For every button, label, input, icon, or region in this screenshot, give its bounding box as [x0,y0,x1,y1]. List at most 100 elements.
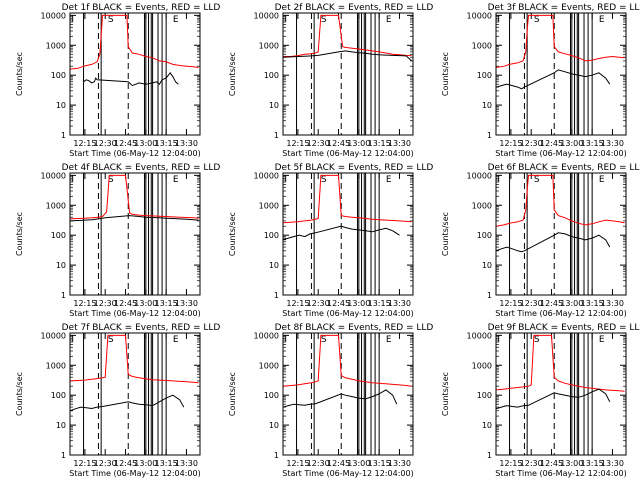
series-lld-line [283,174,412,224]
event-marker-label: I [71,175,74,185]
x-tick-label: 13:00 [560,139,583,148]
series-lld-line [283,334,412,387]
y-tick-label: 10 [56,261,66,270]
chart-title: Det 2f BLACK = Events, RED = LLD [275,3,434,13]
y-tick-label: 10000 [467,11,492,20]
series-events-line [496,69,611,90]
series-events-line [70,394,185,412]
x-tick-label: 12:45 [327,139,350,148]
y-tick-label: 1 [274,291,279,300]
event-marker-label: I [284,175,287,185]
x-tick-label: 12:15 [499,459,522,468]
x-tick-label: 12:45 [114,299,137,308]
y-tick-label: 10000 [254,11,279,20]
x-axis-label: Start Time (06-May-12 12:04:00) [69,469,200,478]
x-tick-label: 13:00 [134,139,157,148]
x-tick-label: 12:45 [327,459,350,468]
y-tick-label: 10000 [467,171,492,180]
plot-frame [495,172,627,296]
event-marker-label: I [71,15,74,25]
x-tick-label: 12:15 [73,299,96,308]
y-tick-label: 10 [482,261,492,270]
x-tick-label: 12:30 [94,299,117,308]
event-marker-label: E [386,175,392,185]
x-tick-label: 12:15 [73,139,96,148]
y-tick-label: 1000 [259,361,279,370]
series-lld-line [496,14,625,68]
series-events-line [83,71,179,87]
x-tick-label: 12:30 [520,299,543,308]
x-tick-label: 12:15 [286,299,309,308]
x-tick-label: 12:45 [540,139,563,148]
y-tick-label: 1000 [472,361,492,370]
plot-frame [69,12,201,136]
event-marker-label: E [599,175,605,185]
chart-panel-1: Det 1f BLACK = Events, RED = LLD Counts/s… [15,3,220,158]
x-tick-label: 13:00 [134,299,157,308]
event-marker-label: E [173,15,179,25]
y-tick-label: 1 [61,131,66,140]
x-tick-label: 12:45 [114,139,137,148]
chart-panel-5: Det 5f BLACK = Events, RED = LLD Counts/s… [228,163,433,318]
y-tick-label: 100 [477,71,492,80]
x-tick-label: 13:15 [581,299,604,308]
chart-panel-9: Det 9f BLACK = Events, RED = LLD Counts/s… [441,323,640,478]
event-marker-label: E [599,335,605,345]
x-tick-label: 13:30 [388,299,411,308]
y-tick-label: 1 [487,451,492,460]
x-tick-label: 13:00 [560,299,583,308]
chart-panel-4: Det 4f BLACK = Events, RED = LLD Counts/s… [15,163,220,318]
event-marker-label: I [71,335,74,345]
x-tick-label: 12:15 [73,459,96,468]
event-marker-label: S [108,15,114,25]
y-tick-label: 1000 [472,201,492,210]
chart-title: Det 7f BLACK = Events, RED = LLD [62,323,221,333]
x-tick-label: 13:15 [581,139,604,148]
y-axis-label: Counts/sec [15,52,24,96]
x-tick-label: 12:15 [499,299,522,308]
event-marker-label: E [386,335,392,345]
x-tick-label: 12:45 [114,459,137,468]
series-events-line [283,50,412,62]
x-tick-label: 13:30 [175,459,198,468]
series-lld-line [496,334,625,392]
series-events-line [496,232,611,253]
x-tick-label: 13:15 [368,459,391,468]
event-marker-label: S [321,175,327,185]
y-tick-label: 10 [269,101,279,110]
x-tick-label: 13:00 [134,459,157,468]
event-marker-label: E [173,335,179,345]
series-events-line [283,389,398,408]
series-lld-line [496,174,625,227]
y-tick-label: 1000 [472,41,492,50]
x-tick-label: 13:00 [560,459,583,468]
y-tick-label: 10000 [41,11,66,20]
plot-frame [495,332,627,456]
x-tick-label: 13:30 [601,459,624,468]
y-tick-label: 10000 [254,171,279,180]
x-tick-label: 13:15 [155,459,178,468]
x-tick-label: 12:30 [94,459,117,468]
series-lld-line [70,14,199,70]
y-tick-label: 10 [269,261,279,270]
chart-panel-8: Det 8f BLACK = Events, RED = LLD Counts/s… [228,323,433,478]
x-axis-label: Start Time (06-May-12 12:04:00) [282,469,413,478]
chart-title: Det 3f BLACK = Events, RED = LLD [488,3,640,13]
series-lld-line [283,14,412,57]
y-tick-label: 100 [477,231,492,240]
event-marker-label: I [497,15,500,25]
event-marker-label: I [497,175,500,185]
plot-frame [69,172,201,296]
event-marker-label: S [321,15,327,25]
y-tick-label: 10000 [41,171,66,180]
series-events-line [283,225,400,241]
x-tick-label: 13:30 [601,299,624,308]
x-axis-label: Start Time (06-May-12 12:04:00) [495,469,626,478]
y-tick-label: 1 [61,291,66,300]
x-tick-label: 12:30 [94,139,117,148]
x-tick-label: 13:15 [581,459,604,468]
x-tick-label: 13:15 [155,299,178,308]
series-events-line [70,215,199,222]
x-tick-label: 13:15 [155,139,178,148]
y-tick-label: 1 [274,131,279,140]
